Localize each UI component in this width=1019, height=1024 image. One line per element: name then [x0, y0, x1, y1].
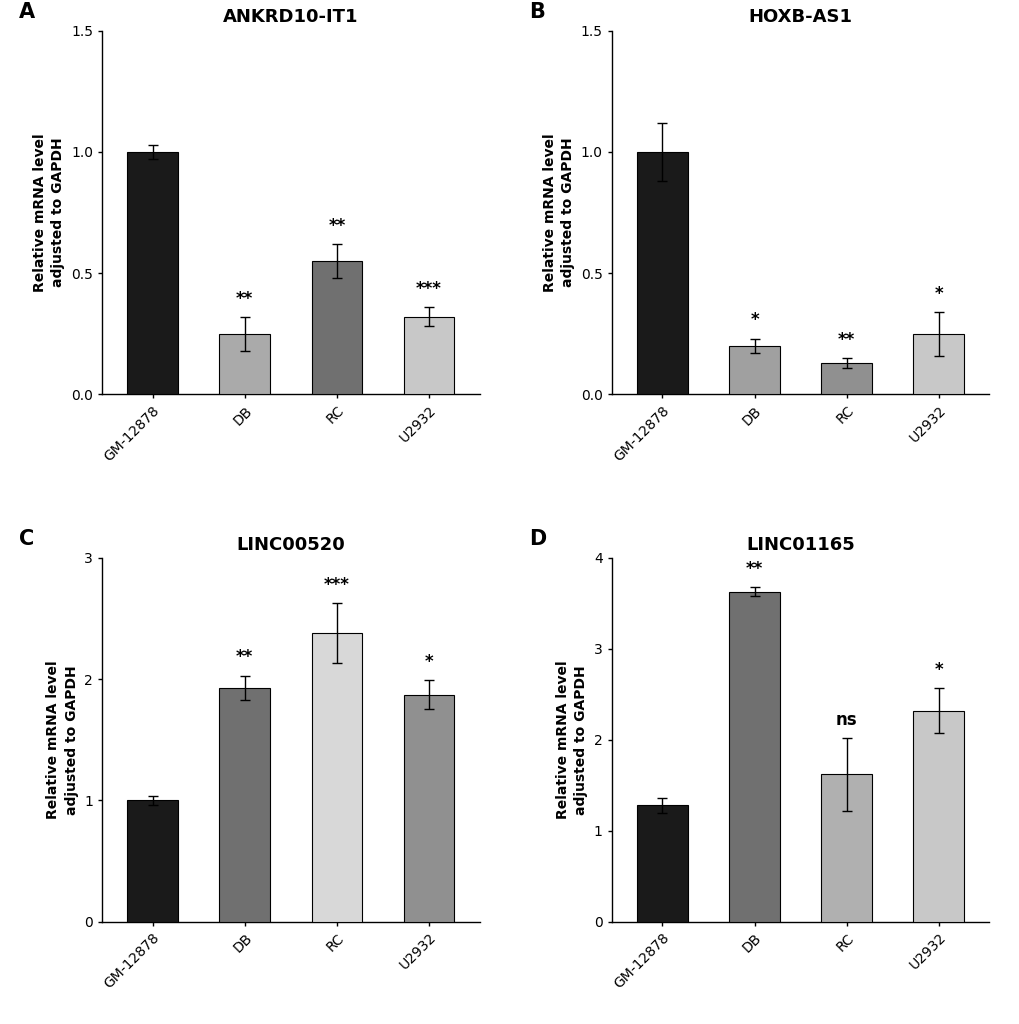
Bar	[219, 334, 270, 394]
Text: **: **	[838, 331, 854, 349]
Bar	[820, 362, 871, 394]
Text: *: *	[933, 660, 943, 679]
Y-axis label: Relative mRNA level
adjusted to GAPDH: Relative mRNA level adjusted to GAPDH	[555, 660, 588, 819]
Text: *: *	[933, 285, 943, 303]
Bar	[637, 152, 687, 394]
Text: B: B	[528, 2, 544, 22]
Text: **: **	[745, 560, 762, 578]
Text: **: **	[328, 217, 345, 234]
Text: **: **	[236, 648, 253, 667]
Y-axis label: Relative mRNA level
adjusted to GAPDH: Relative mRNA level adjusted to GAPDH	[46, 660, 78, 819]
Bar	[127, 152, 177, 394]
Y-axis label: Relative mRNA level
adjusted to GAPDH: Relative mRNA level adjusted to GAPDH	[33, 133, 65, 292]
Title: LINC01165: LINC01165	[746, 536, 854, 554]
Text: ***: ***	[416, 280, 441, 298]
Text: A: A	[19, 2, 35, 22]
Y-axis label: Relative mRNA level
adjusted to GAPDH: Relative mRNA level adjusted to GAPDH	[542, 133, 575, 292]
Bar	[127, 801, 177, 922]
Title: ANKRD10-IT1: ANKRD10-IT1	[223, 8, 359, 27]
Bar	[913, 711, 963, 922]
Bar	[404, 316, 453, 394]
Bar	[820, 774, 871, 922]
Title: HOXB-AS1: HOXB-AS1	[748, 8, 852, 27]
Text: ***: ***	[324, 575, 350, 594]
Bar	[311, 633, 362, 922]
Bar	[729, 346, 780, 394]
Text: **: **	[236, 290, 253, 307]
Bar	[404, 695, 453, 922]
Bar	[219, 688, 270, 922]
Bar	[913, 334, 963, 394]
Text: *: *	[424, 653, 433, 672]
Text: D: D	[528, 528, 545, 549]
Text: *: *	[750, 311, 758, 330]
Text: ns: ns	[835, 711, 857, 729]
Title: LINC00520: LINC00520	[236, 536, 344, 554]
Text: C: C	[19, 528, 35, 549]
Bar	[637, 805, 687, 922]
Bar	[729, 592, 780, 922]
Bar	[311, 261, 362, 394]
